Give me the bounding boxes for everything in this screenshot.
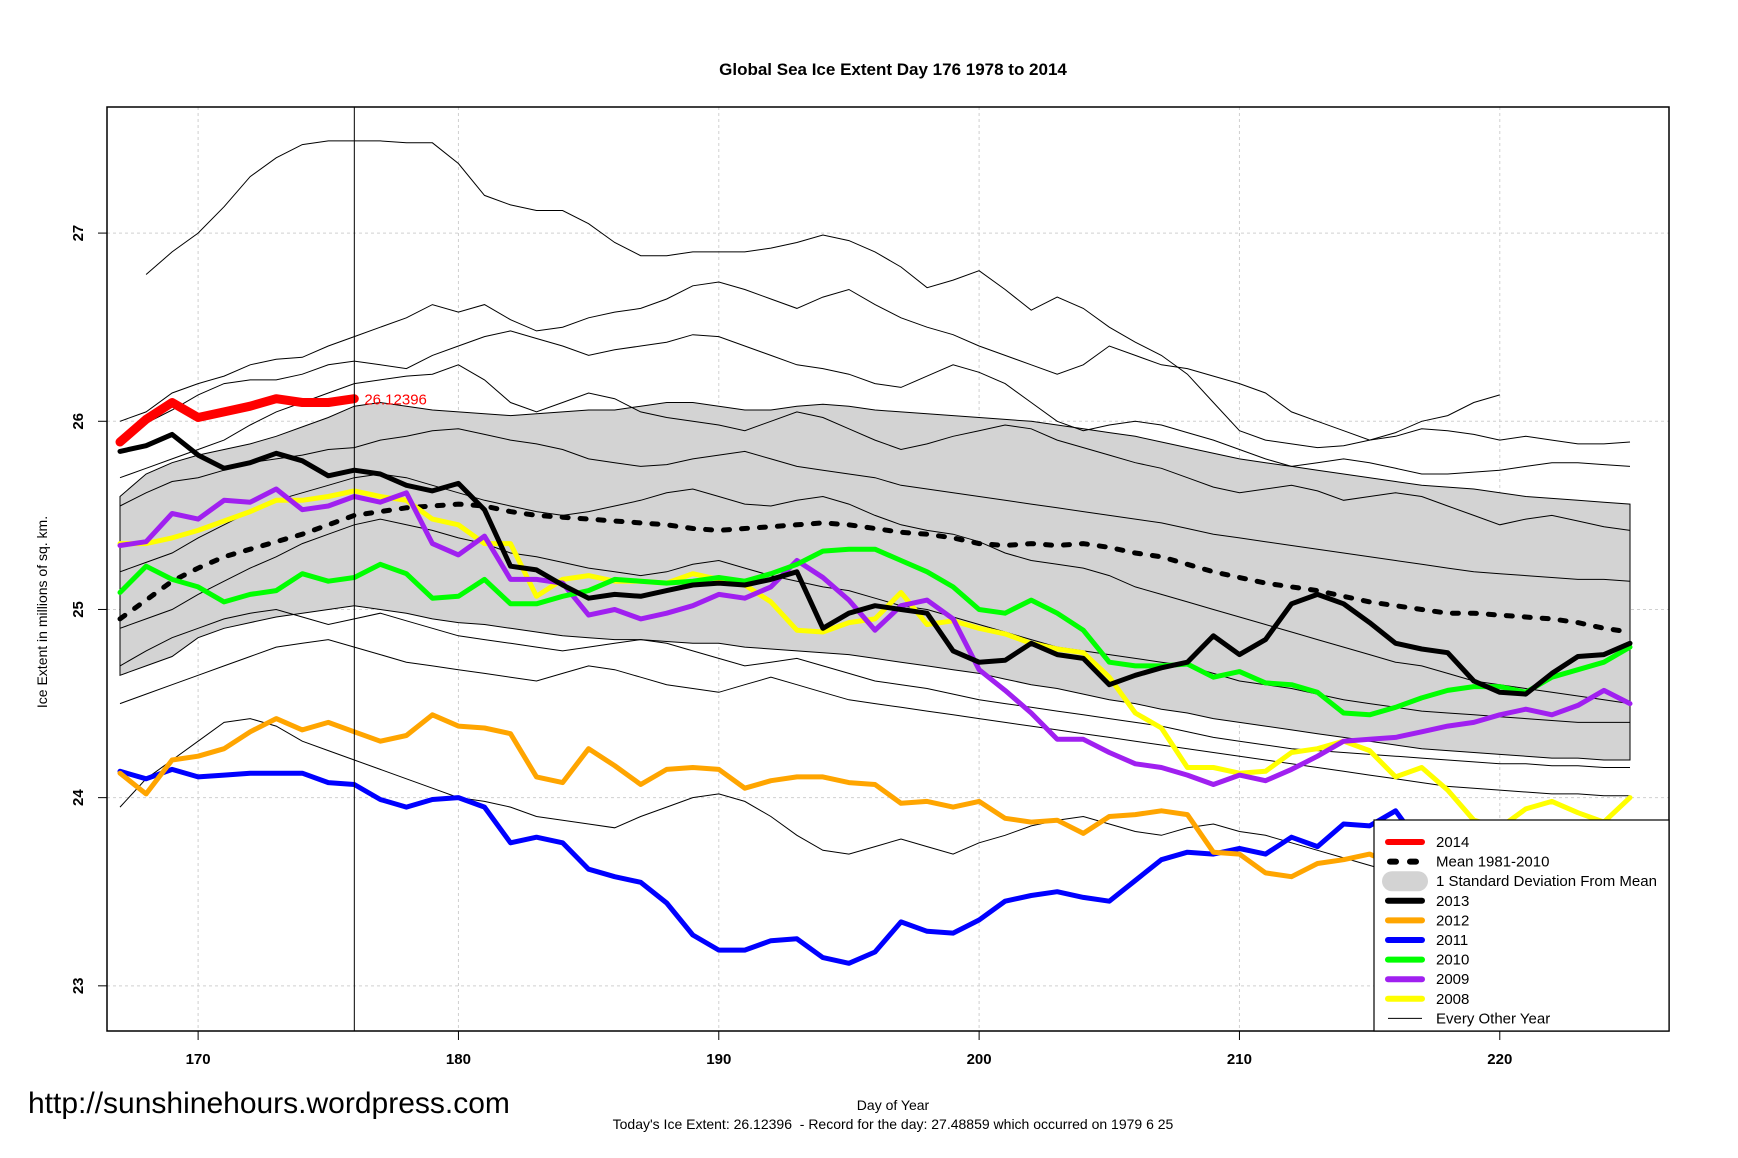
y-axis-label: Ice Extent in millions of sq. km. <box>34 516 50 708</box>
current-value-label: 26.12396 <box>364 392 427 409</box>
other-year-line <box>119 518 1630 723</box>
series-line-2010 <box>117 546 1633 718</box>
legend-label: 2008 <box>1436 991 1469 1008</box>
x-axis: 170 180 190 200 210 220 <box>186 1031 1512 1068</box>
other-year-line <box>119 330 1631 475</box>
x-tick-label: 180 <box>446 1051 471 1068</box>
other-year-line <box>119 428 1631 582</box>
legend-label: Mean 1981-2010 <box>1436 854 1549 871</box>
x-tick-label: 190 <box>706 1051 731 1068</box>
y-tick-label: 24 <box>70 789 87 806</box>
legend-label: 2014 <box>1436 834 1469 851</box>
y-tick-label: 26 <box>70 413 87 430</box>
series-line-2009 <box>117 486 1633 787</box>
legend-label: Every Other Year <box>1436 1010 1550 1027</box>
other-years-layer <box>119 140 1631 983</box>
mean-line <box>117 501 1633 635</box>
other-year-line <box>145 140 1500 449</box>
legend-label: 2013 <box>1436 893 1469 910</box>
other-year-line <box>119 608 1630 768</box>
watermark-url: http://sunshinehours.wordpress.com <box>28 1087 510 1120</box>
legend-box <box>1373 819 1670 1032</box>
y-tick-label: 27 <box>70 225 87 242</box>
legend: 2014 Mean 1981-2010 1 Standard Deviation F… <box>1373 819 1670 1032</box>
other-year-line <box>119 639 1630 797</box>
legend-swatch-band <box>1382 871 1428 892</box>
legend-label: 2010 <box>1436 952 1469 969</box>
y-axis: 23 24 25 26 27 <box>70 225 107 994</box>
plot-frame <box>106 106 1670 1032</box>
other-year-line <box>119 281 1631 445</box>
x-axis-label: Day of Year <box>857 1097 930 1113</box>
chart-subtitle: Today's Ice Extent: 26.12396 - Record fo… <box>613 1116 1174 1132</box>
y-tick-label: 25 <box>70 601 87 618</box>
x-tick-label: 170 <box>186 1051 211 1068</box>
legend-label: 2012 <box>1436 912 1469 929</box>
legend-label: 2011 <box>1436 932 1468 949</box>
x-tick-label: 200 <box>967 1051 992 1068</box>
chart-title: Global Sea Ice Extent Day 176 1978 to 20… <box>719 60 1067 79</box>
mean-layer <box>117 501 1633 635</box>
other-year-line <box>119 364 1631 531</box>
legend-label: 2009 <box>1436 971 1469 988</box>
y-tick-label: 23 <box>70 977 87 994</box>
series-line-2008 <box>117 488 1633 831</box>
series-line-2013 <box>117 431 1633 697</box>
series-line-2014 <box>115 394 359 447</box>
x-tick-label: 220 <box>1487 1051 1512 1068</box>
x-tick-label: 210 <box>1227 1051 1252 1068</box>
legend-label: 1 Standard Deviation From Mean <box>1436 873 1657 890</box>
